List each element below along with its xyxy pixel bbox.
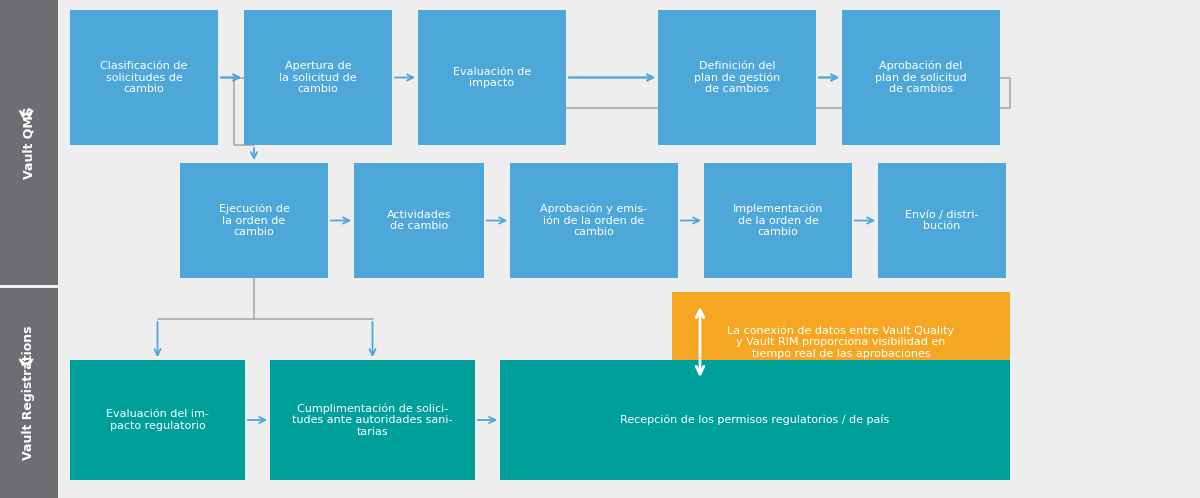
Bar (500, 360, 1010, 480)
Bar (70, 10, 218, 145)
Text: Implementación
de la orden de
cambio: Implementación de la orden de cambio (733, 204, 823, 238)
Bar (270, 360, 475, 480)
Text: Recepción de los permisos regulatorios / de país: Recepción de los permisos regulatorios /… (620, 415, 889, 425)
Bar (354, 163, 484, 278)
Text: Clasificación de
solicitudes de
cambio: Clasificación de solicitudes de cambio (101, 61, 187, 94)
Text: Aprobación y emis-
ión de la orden de
cambio: Aprobación y emis- ión de la orden de ca… (540, 204, 648, 238)
Text: Vault QMS: Vault QMS (23, 106, 36, 179)
Bar (418, 10, 566, 145)
Text: Actividades
de cambio: Actividades de cambio (386, 210, 451, 231)
Text: Envío / distri-
bución: Envío / distri- bución (905, 210, 979, 231)
Bar (878, 163, 1006, 278)
Bar (658, 10, 816, 145)
Text: Definición del
plan de gestión
de cambios: Definición del plan de gestión de cambio… (694, 61, 780, 95)
Text: Vault Registrations: Vault Registrations (23, 326, 36, 460)
Polygon shape (18, 110, 34, 118)
Text: Apertura de
la solicitud de
cambio: Apertura de la solicitud de cambio (280, 61, 356, 94)
Bar (672, 292, 1010, 392)
Bar (510, 163, 678, 278)
Text: Cumplimentación de solici-
tudes ante autoridades sani-
tarias: Cumplimentación de solici- tudes ante au… (293, 403, 452, 437)
Bar (0, 288, 58, 498)
Bar (180, 163, 328, 278)
Text: Aprobación del
plan de solicitud
de cambios: Aprobación del plan de solicitud de camb… (875, 61, 967, 94)
Bar (842, 10, 1000, 145)
Bar (704, 163, 852, 278)
Text: Ejecución de
la orden de
cambio: Ejecución de la orden de cambio (218, 204, 289, 238)
Text: La conexión de datos entre Vault Quality
y Vault RIM proporciona visibilidad en
: La conexión de datos entre Vault Quality… (727, 325, 954, 359)
Bar (70, 360, 245, 480)
Polygon shape (18, 359, 34, 367)
Bar (0, 0, 58, 285)
Text: Evaluación del im-
pacto regulatorio: Evaluación del im- pacto regulatorio (106, 409, 209, 431)
Bar (244, 10, 392, 145)
Text: Evaluación de
impacto: Evaluación de impacto (452, 67, 532, 88)
